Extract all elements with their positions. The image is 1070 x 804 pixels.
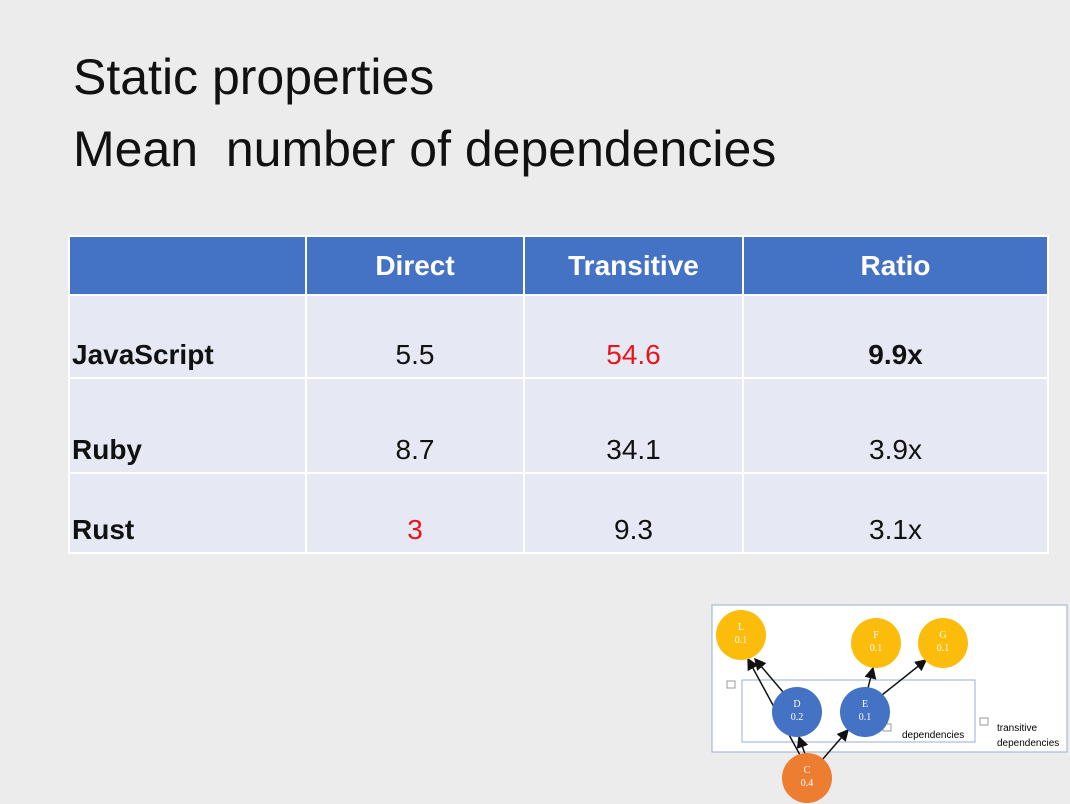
cell: 3.9x bbox=[742, 377, 1049, 474]
header-cell bbox=[68, 235, 307, 296]
cell: JavaScript bbox=[68, 294, 307, 379]
node-label: L bbox=[738, 622, 744, 633]
row: Rust 3 9.3 3.1x bbox=[68, 472, 1049, 554]
header-cell: Direct bbox=[305, 235, 525, 296]
row: JavaScript 5.5 54.6 9.9x bbox=[68, 294, 1049, 379]
edge bbox=[881, 659, 928, 696]
node bbox=[851, 618, 901, 668]
node-label: E bbox=[862, 699, 868, 710]
cell: Rust bbox=[68, 472, 307, 554]
node-label: G bbox=[939, 630, 946, 641]
cell: 9.9x bbox=[742, 294, 1049, 379]
small-box bbox=[726, 680, 736, 689]
diagram-label: transitive bbox=[997, 723, 1037, 734]
diagram-label: dependencies bbox=[997, 738, 1059, 749]
cell: 34.1 bbox=[523, 377, 744, 474]
node bbox=[716, 610, 766, 660]
row: Ruby 8.7 34.1 3.9x bbox=[68, 377, 1049, 474]
table: Direct Transitive Ratio JavaScript 5.5 5… bbox=[68, 235, 1049, 554]
node-value: 0.1 bbox=[937, 643, 950, 654]
edge bbox=[796, 735, 809, 755]
node bbox=[772, 687, 822, 737]
node-label: F bbox=[873, 630, 879, 641]
diagram-label: dependencies bbox=[902, 730, 964, 741]
cell: 3.1x bbox=[742, 472, 1049, 554]
node bbox=[782, 753, 832, 803]
node-label: D bbox=[793, 699, 800, 710]
cell: 54.6 bbox=[523, 294, 744, 379]
edge bbox=[754, 657, 784, 693]
node-value: 0.1 bbox=[870, 643, 883, 654]
header-cell: Transitive bbox=[523, 235, 744, 296]
cell: 8.7 bbox=[305, 377, 525, 474]
node-label: C bbox=[804, 765, 811, 776]
edge bbox=[821, 728, 849, 761]
node bbox=[840, 687, 890, 737]
title-line: Static properties bbox=[73, 49, 435, 105]
node-value: 0.2 bbox=[791, 712, 804, 723]
header-row: Direct Transitive Ratio bbox=[68, 235, 1049, 296]
node-value: 0.1 bbox=[735, 635, 748, 646]
small-box bbox=[979, 717, 989, 726]
node-value: 0.4 bbox=[801, 778, 814, 789]
edge bbox=[864, 666, 877, 689]
header-cell: Ratio bbox=[742, 235, 1049, 296]
title-line: Mean number of dependencies bbox=[73, 121, 777, 177]
node-value: 0.1 bbox=[859, 712, 872, 723]
node bbox=[918, 618, 968, 668]
cell: 5.5 bbox=[305, 294, 525, 379]
edges bbox=[747, 657, 928, 761]
cell: 9.3 bbox=[523, 472, 744, 554]
cell: 3 bbox=[305, 472, 525, 554]
cell: Ruby bbox=[68, 377, 307, 474]
group-box bbox=[741, 679, 976, 743]
